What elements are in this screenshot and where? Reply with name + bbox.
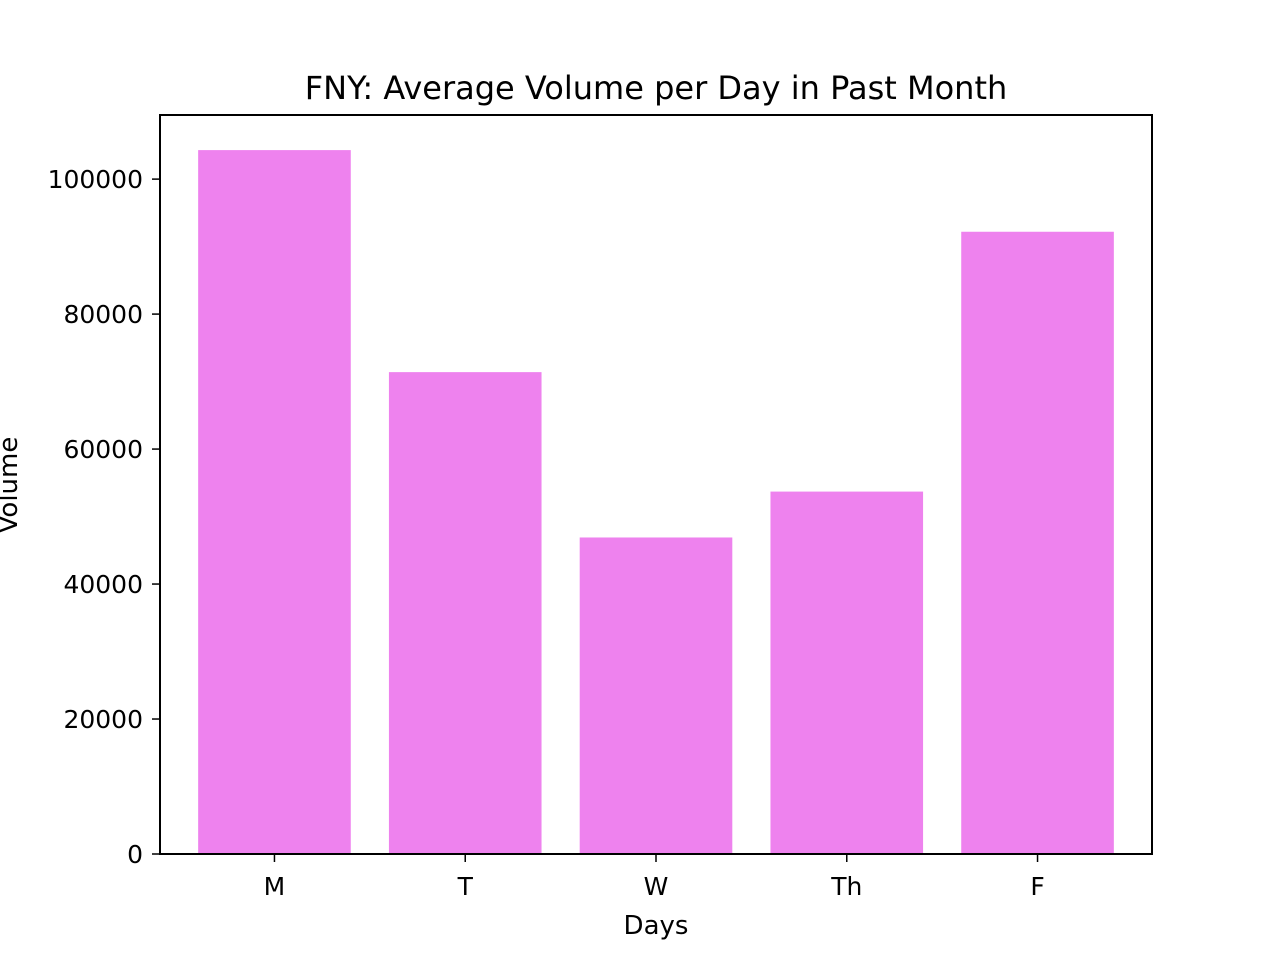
bar-th — [770, 491, 924, 854]
y-axis-label: Volume — [0, 437, 24, 534]
x-tick-label-m: M — [264, 872, 286, 901]
x-tick-label-th: Th — [830, 872, 862, 901]
y-tick-label-20000: 20000 — [63, 705, 143, 734]
y-tick-label-80000: 80000 — [63, 300, 143, 329]
bar-f — [961, 231, 1114, 854]
x-axis-label: Days — [624, 911, 689, 941]
y-axis: 0 20000 40000 60000 80000 100000 — [48, 165, 160, 869]
y-tick-label-60000: 60000 — [63, 435, 143, 464]
bar-w — [579, 537, 733, 854]
x-tick-label-f: F — [1030, 872, 1044, 901]
y-tick-label-100000: 100000 — [48, 165, 143, 194]
chart-title: FNY: Average Volume per Day in Past Mont… — [305, 69, 1008, 107]
x-axis: M T W Th F — [264, 854, 1045, 901]
x-tick-label-t: T — [457, 872, 474, 901]
y-tick-label-40000: 40000 — [63, 570, 143, 599]
y-tick-label-0: 0 — [127, 840, 143, 869]
bar-m — [198, 150, 351, 855]
bars-group — [198, 150, 1114, 855]
x-tick-label-w: W — [644, 872, 669, 901]
bar-t — [388, 372, 542, 854]
